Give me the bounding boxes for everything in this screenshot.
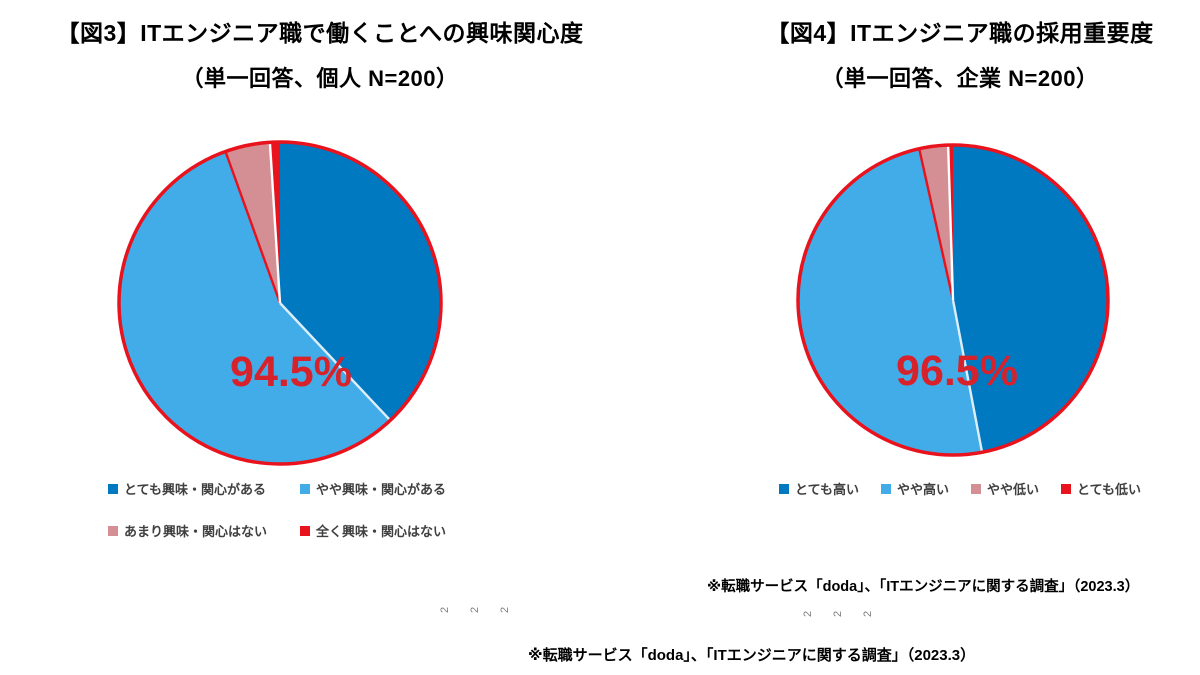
legend-item: やや高い (880, 479, 949, 498)
pie-chart-hiring-importance (794, 141, 1112, 459)
fig4-source-note: ※転職サービス「doda」、「ITエンジニアに関する調査」（2023.3） (707, 579, 1140, 595)
legend-label: とても興味・関心がある (124, 482, 266, 497)
stray-axis-marks-left: 2 2 2 (439, 603, 511, 615)
legend-label: とても高い (795, 482, 859, 497)
legend-item: とても高い (779, 479, 859, 498)
legend-swatch-icon (971, 483, 981, 494)
fig3-legend: とても興味・関心がある やや興味・関心があるあまり興味・関心はない 全く興味・関心は… (108, 479, 508, 540)
legend-swatch-icon (880, 483, 891, 494)
pie-slice (119, 151, 391, 464)
slice-separator (268, 142, 282, 304)
legend-item: あまり興味・関心はない (108, 521, 300, 540)
fig3-center-percentage-label: 94.5% (230, 348, 352, 396)
legend-label: やや高い (896, 482, 949, 497)
slice-separator (951, 299, 984, 453)
legend-label: やや低い (987, 482, 1040, 497)
rotated-mark: 2 (469, 606, 481, 613)
rotated-mark: 2 (832, 610, 844, 617)
rotated-mark: 2 (439, 606, 451, 613)
legend-item: 全く興味・関心はない (300, 521, 508, 540)
legend-label: とても低い (1077, 482, 1141, 497)
legend-swatch-icon (779, 483, 790, 494)
fig3-title-line1: 【図3】ITエンジニア職で働くことへの興味関心度 (56, 20, 584, 46)
legend-item: やや興味・関心がある (300, 479, 508, 498)
legend-swatch-icon (108, 525, 118, 536)
pie-outline (117, 140, 443, 466)
legend-label: 全く興味・関心はない (316, 524, 447, 539)
fig4-legend: とても高い やや高い やや低い とても低い (740, 479, 1180, 498)
slice-separator (946, 145, 955, 301)
stray-axis-marks-right: 2 2 2 (802, 607, 874, 619)
slice-separator (918, 148, 955, 301)
legend-label: やや興味・関心がある (316, 482, 447, 497)
pie-chart-interest-level (115, 138, 445, 468)
slice-separator (279, 302, 392, 422)
pie-outline (796, 143, 1110, 457)
bottom-source-note: ※転職サービス「doda」、「ITエンジニアに関する調査」（2023.3） (528, 647, 976, 664)
fig3-title-line2: （単一回答、個人 N=200） (181, 66, 459, 91)
fig4-title-line1: 【図4】ITエンジニア職の採用重要度 (766, 20, 1154, 46)
legend-item: とても低い (1061, 479, 1141, 498)
legend-swatch-icon (108, 483, 118, 494)
rotated-mark: 2 (499, 606, 511, 613)
legend-label: あまり興味・関心はない (124, 524, 268, 539)
legend-swatch-icon (300, 483, 310, 494)
rotated-mark: 2 (862, 610, 874, 617)
legend-swatch-icon (300, 525, 310, 536)
rotated-mark: 2 (802, 610, 814, 617)
pie-slice (953, 145, 1108, 453)
pie-slice (280, 142, 442, 421)
legend-swatch-icon (1061, 483, 1072, 494)
fig4-title-line2: （単一回答、企業 N=200） (821, 66, 1099, 91)
legend-item: やや低い (971, 479, 1039, 498)
slice-separator (224, 151, 282, 304)
fig4-center-percentage-label: 96.5% (896, 347, 1018, 395)
legend-item: とても興味・関心がある (108, 479, 300, 498)
